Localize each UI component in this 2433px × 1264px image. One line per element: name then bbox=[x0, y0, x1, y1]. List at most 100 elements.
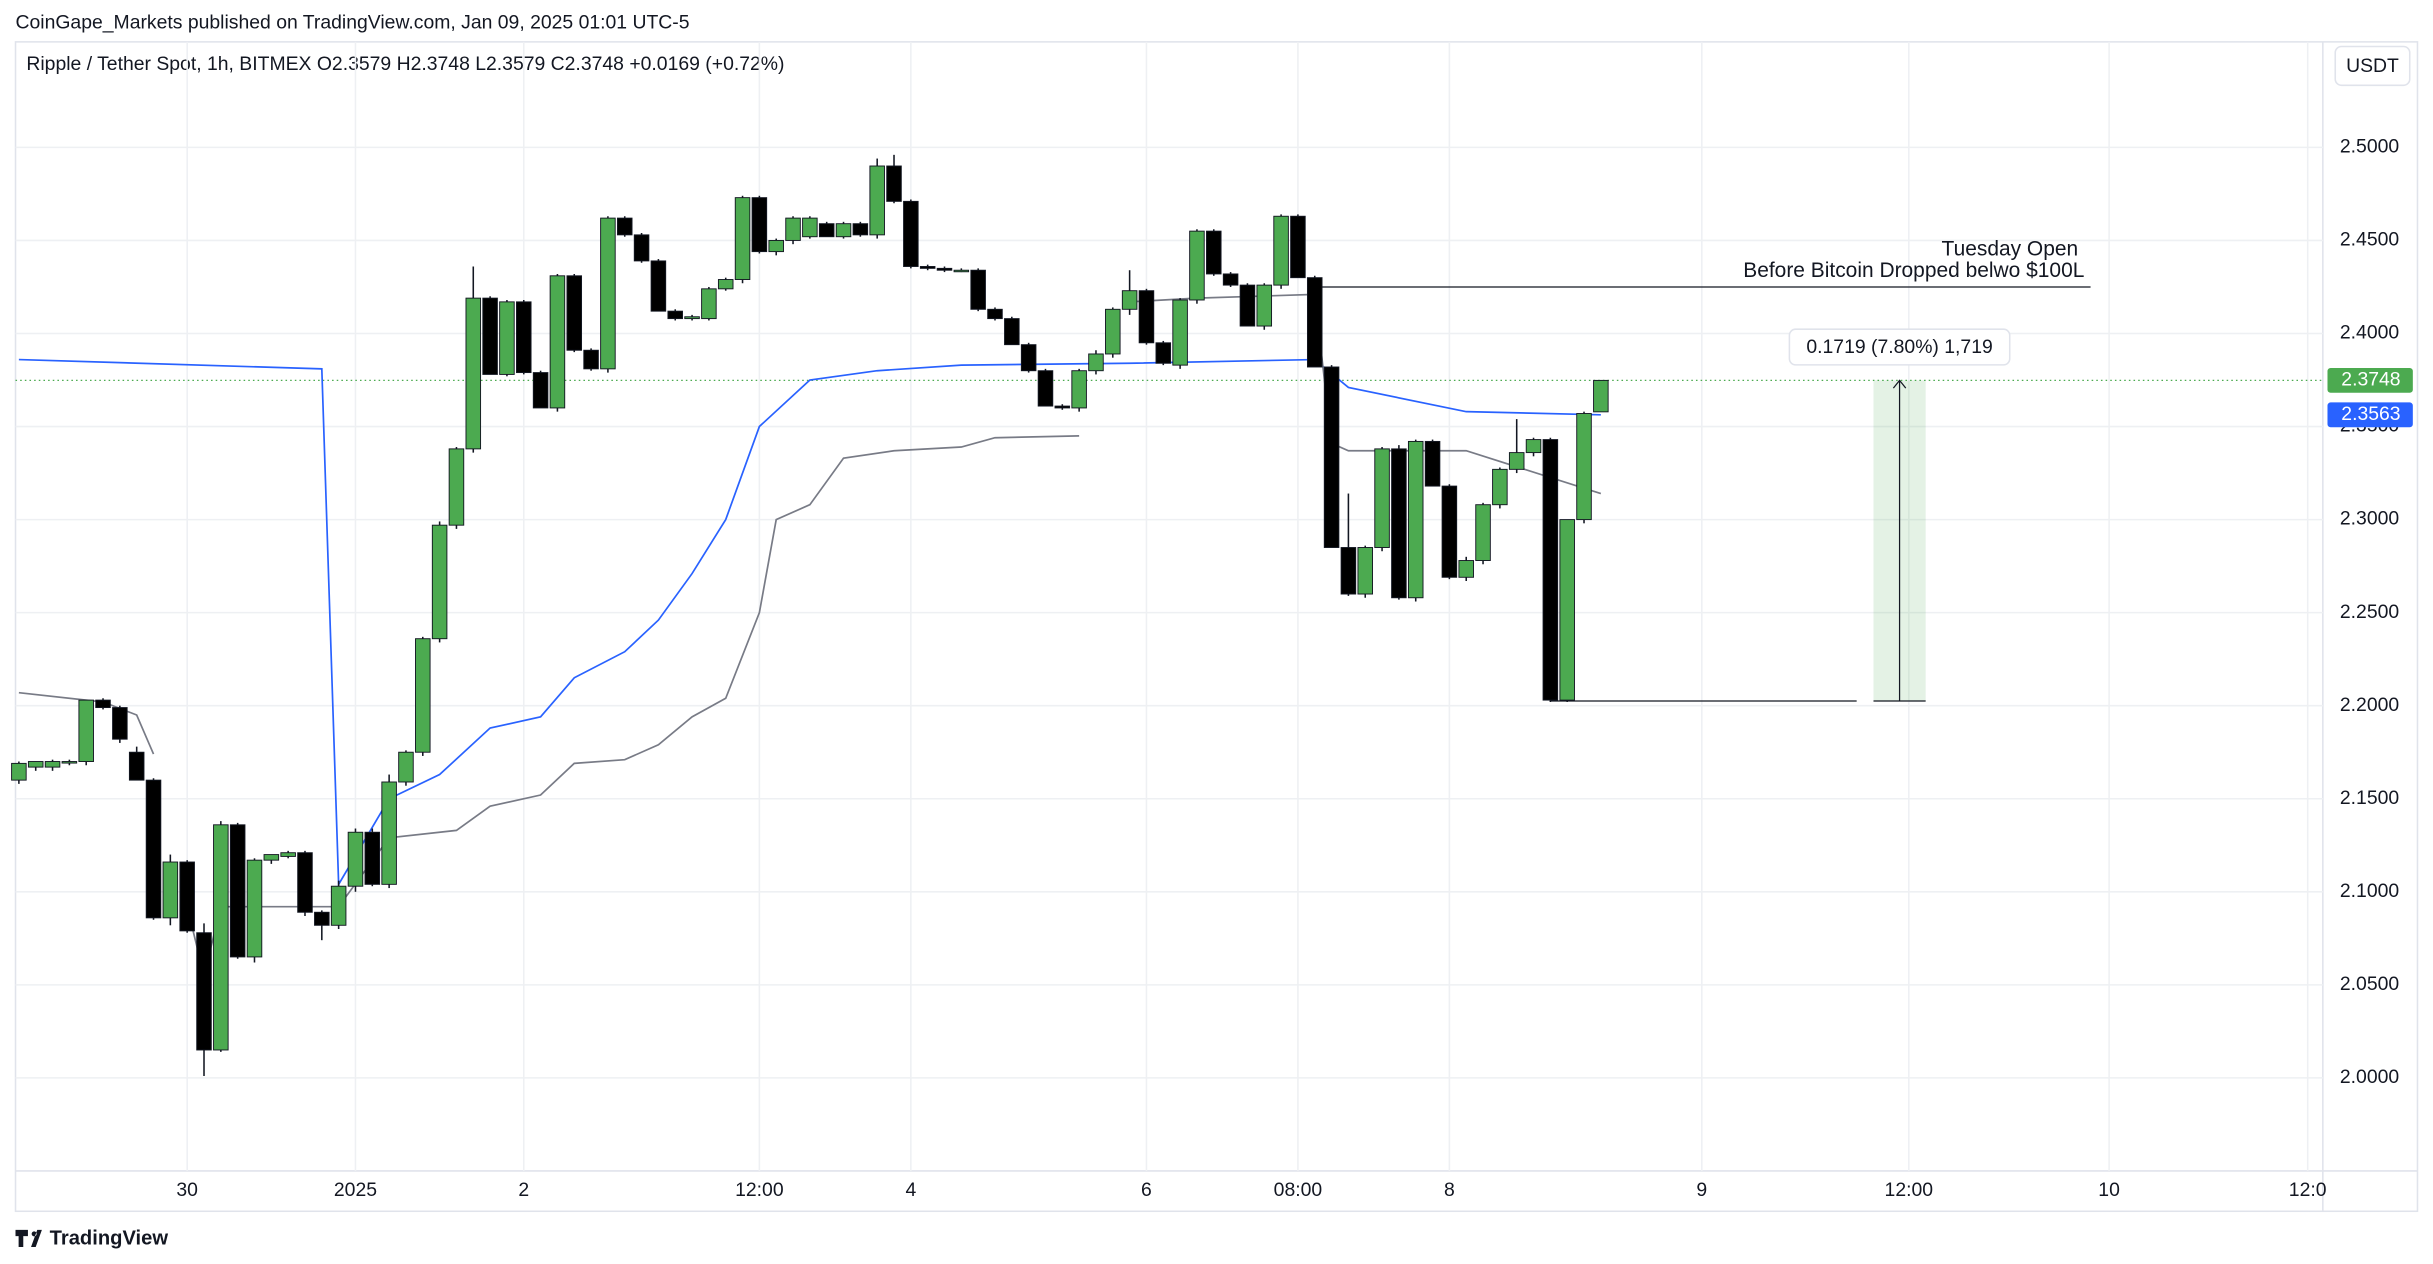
candle-body bbox=[1458, 560, 1474, 578]
y-tick-label: 2.0500 bbox=[2340, 973, 2399, 995]
x-tick-label: 9 bbox=[1696, 1179, 1707, 1201]
candle-body bbox=[128, 751, 145, 781]
candle bbox=[1525, 437, 1542, 457]
candle bbox=[869, 158, 885, 239]
candle-body bbox=[1441, 485, 1458, 578]
candle-body bbox=[347, 831, 364, 887]
candle bbox=[1088, 350, 1104, 375]
candle bbox=[229, 822, 246, 959]
candle-body bbox=[852, 223, 869, 236]
y-tick-label: 2.1500 bbox=[2340, 787, 2399, 809]
measure-label: 0.1719 (7.80%) 1,719 bbox=[1806, 336, 1992, 358]
candle bbox=[532, 370, 549, 409]
candle bbox=[667, 309, 683, 321]
x-tick-label: 2 bbox=[518, 1179, 529, 1201]
candle bbox=[246, 858, 263, 963]
candle-body bbox=[802, 217, 818, 238]
candle-body bbox=[549, 275, 566, 409]
candle bbox=[1374, 447, 1390, 552]
candle-body bbox=[280, 852, 296, 857]
candle-body bbox=[1407, 440, 1424, 599]
candle-body bbox=[145, 779, 162, 919]
candle-body bbox=[179, 861, 195, 932]
candle-body bbox=[936, 267, 953, 271]
pane-border bbox=[14, 41, 2419, 1213]
candle bbox=[179, 860, 195, 933]
candle-body bbox=[314, 911, 330, 926]
candle-body bbox=[499, 301, 515, 375]
candle bbox=[818, 221, 835, 238]
y-tick-label: 2.2000 bbox=[2340, 694, 2399, 716]
candle bbox=[1290, 214, 1306, 279]
candle-body bbox=[616, 217, 633, 236]
logo-mark bbox=[15, 1229, 42, 1247]
candle-body bbox=[246, 859, 263, 958]
candle-body bbox=[1138, 290, 1155, 344]
candle bbox=[482, 296, 498, 375]
candle bbox=[1256, 283, 1273, 330]
candle bbox=[78, 699, 94, 766]
candle-body bbox=[1071, 370, 1087, 409]
candle-body bbox=[785, 217, 801, 241]
candle bbox=[1121, 270, 1138, 315]
candle bbox=[1054, 404, 1071, 410]
candle bbox=[145, 778, 162, 920]
candle-body bbox=[431, 524, 448, 640]
candle bbox=[196, 923, 212, 1077]
candle bbox=[1239, 283, 1256, 327]
last-price-label-box bbox=[2327, 367, 2413, 393]
candle bbox=[1542, 437, 1559, 702]
candle-body bbox=[1323, 366, 1340, 548]
y-tick-label: 2.2500 bbox=[2340, 601, 2399, 623]
candle-body bbox=[78, 699, 94, 762]
candle bbox=[717, 277, 734, 291]
candle bbox=[128, 746, 145, 781]
candle-body bbox=[1256, 284, 1273, 327]
candle bbox=[465, 266, 482, 453]
candle bbox=[95, 698, 111, 710]
candle bbox=[448, 447, 465, 529]
vwap-price-label: 2.3563 bbox=[2341, 403, 2400, 425]
candle-body bbox=[1424, 440, 1441, 487]
candle bbox=[1357, 545, 1373, 598]
candle bbox=[1222, 272, 1239, 287]
candle-body bbox=[1054, 405, 1071, 409]
candle bbox=[633, 232, 650, 263]
candle-body bbox=[583, 349, 599, 370]
candle bbox=[566, 273, 583, 353]
candle-body bbox=[95, 699, 111, 709]
candle-body bbox=[970, 269, 986, 310]
candle bbox=[431, 521, 448, 643]
candle-body bbox=[112, 707, 128, 740]
candle-body bbox=[633, 234, 650, 262]
candle-body bbox=[751, 197, 768, 253]
candle-body bbox=[835, 223, 852, 238]
candle-body bbox=[381, 781, 397, 885]
candle bbox=[364, 828, 381, 887]
x-tick-label: 12:00 bbox=[1885, 1179, 1934, 1201]
candle bbox=[953, 268, 970, 273]
candle-body bbox=[600, 217, 616, 370]
candle-body bbox=[532, 372, 549, 409]
currency-box[interactable] bbox=[2334, 45, 2411, 87]
candle bbox=[835, 221, 852, 239]
candle-body bbox=[1290, 215, 1306, 279]
candle bbox=[347, 828, 364, 892]
candle-body bbox=[903, 200, 919, 267]
candle bbox=[112, 705, 128, 743]
measure-label-box bbox=[1788, 328, 2011, 366]
y-tick-label: 2.4000 bbox=[2340, 322, 2399, 344]
candle bbox=[616, 216, 633, 237]
x-tick-label: 10 bbox=[2098, 1179, 2120, 1201]
candle bbox=[27, 761, 44, 771]
x-tick-label: 08:00 bbox=[1274, 1179, 1323, 1201]
candle bbox=[549, 273, 566, 412]
candle bbox=[398, 750, 414, 786]
candle bbox=[1340, 493, 1357, 596]
candle bbox=[1593, 379, 1609, 413]
candle bbox=[751, 195, 768, 254]
candle bbox=[61, 759, 78, 766]
candle-body bbox=[398, 751, 414, 783]
candle-body bbox=[263, 854, 280, 861]
candle-body bbox=[1239, 284, 1256, 327]
